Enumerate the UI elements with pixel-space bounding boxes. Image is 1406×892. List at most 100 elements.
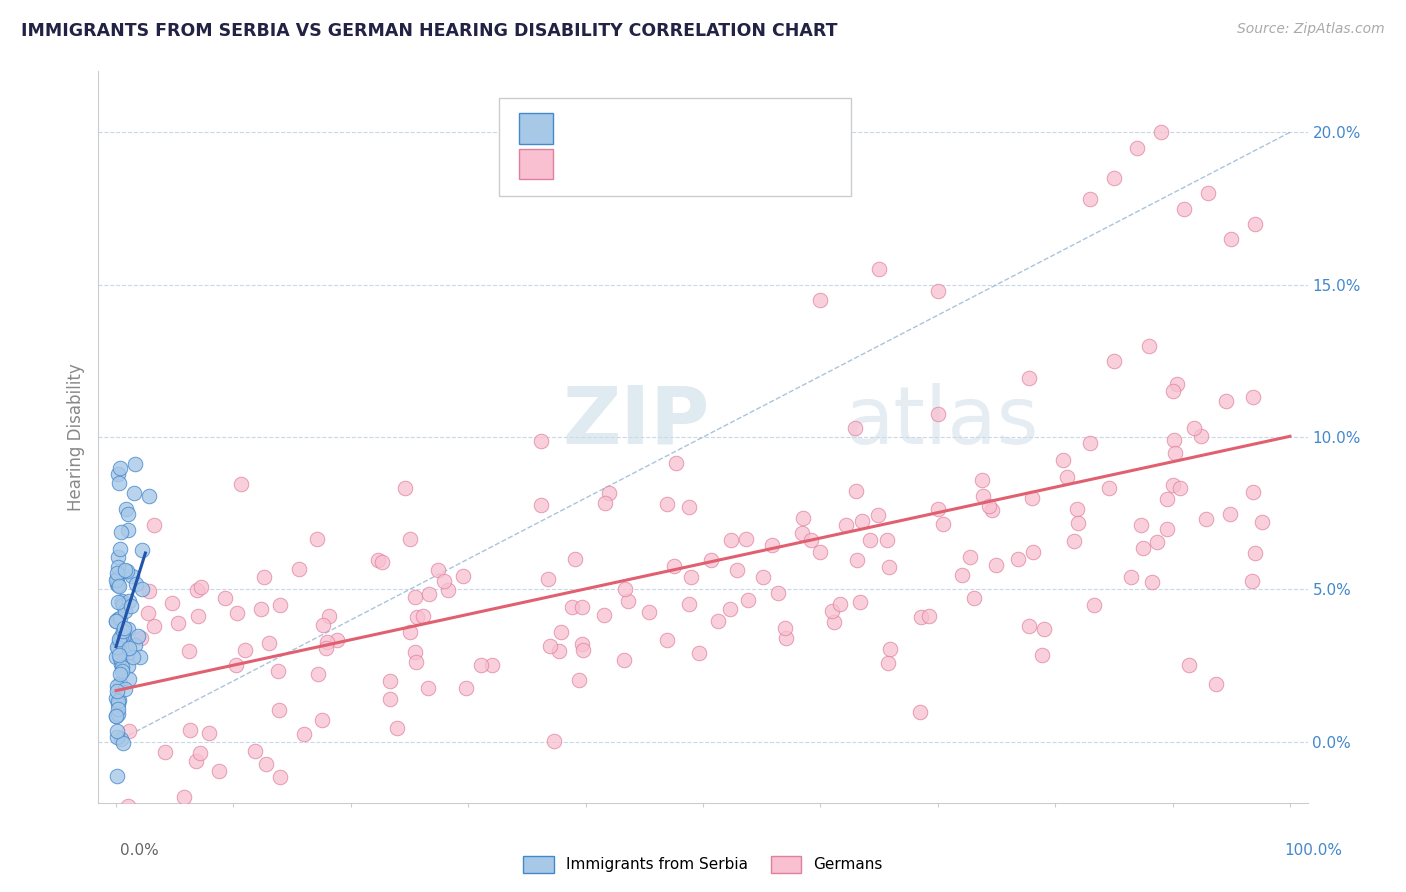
Point	[752, 570, 775, 584]
Point	[823, 615, 845, 630]
Point	[111, 665, 134, 679]
Point	[118, 641, 141, 656]
Point	[950, 567, 973, 582]
Point	[1018, 619, 1040, 633]
Point	[835, 518, 858, 533]
Point	[981, 502, 1004, 516]
Point	[638, 605, 661, 619]
Point	[112, 598, 135, 612]
Point	[267, 665, 290, 679]
Point	[107, 694, 129, 708]
Point	[190, 581, 212, 595]
Point	[107, 560, 129, 574]
Point	[179, 723, 201, 738]
Point	[688, 646, 710, 660]
Point	[404, 645, 426, 659]
Point	[288, 562, 311, 576]
Point	[105, 649, 128, 664]
Point	[568, 673, 591, 687]
Point	[114, 604, 136, 618]
Point	[394, 481, 416, 495]
Point	[243, 744, 266, 758]
Point	[1166, 376, 1188, 391]
Point	[292, 727, 315, 741]
Point	[108, 632, 131, 647]
Point	[153, 745, 176, 759]
Point	[1140, 574, 1163, 589]
Point	[405, 655, 427, 669]
Point	[931, 517, 953, 532]
Point	[269, 598, 291, 612]
Point	[1146, 534, 1168, 549]
Point	[110, 629, 132, 643]
Point	[233, 643, 256, 657]
Point	[718, 602, 741, 616]
Point	[849, 595, 872, 609]
Point	[311, 713, 333, 727]
Point	[1173, 202, 1195, 216]
Point	[972, 473, 994, 487]
Point	[564, 552, 586, 566]
Point	[821, 604, 844, 618]
Point	[1132, 541, 1154, 555]
Point	[1063, 534, 1085, 549]
Point	[115, 501, 138, 516]
Point	[918, 609, 941, 624]
Point	[138, 489, 160, 503]
Point	[1163, 433, 1185, 447]
Point	[108, 692, 131, 706]
Point	[1066, 516, 1088, 530]
Point	[111, 660, 134, 674]
Point	[1194, 512, 1216, 526]
Point	[399, 532, 422, 546]
Point	[160, 596, 183, 610]
Point	[110, 732, 132, 747]
Point	[110, 657, 132, 672]
Point	[131, 543, 153, 558]
Point	[720, 533, 742, 547]
Point	[1031, 648, 1053, 663]
Point	[548, 644, 571, 658]
Point	[537, 573, 560, 587]
Point	[1243, 217, 1265, 231]
Text: R = 0.232   N =  79: R = 0.232 N = 79	[565, 117, 742, 135]
Point	[105, 679, 128, 693]
Point	[108, 611, 131, 625]
Point	[416, 681, 439, 696]
Point	[177, 644, 200, 658]
Point	[571, 637, 593, 651]
Point	[1130, 518, 1153, 533]
Point	[737, 592, 759, 607]
Point	[1251, 515, 1274, 529]
Point	[121, 569, 143, 583]
Point	[700, 552, 723, 566]
Point	[112, 629, 135, 643]
Point	[118, 594, 141, 608]
Point	[406, 610, 429, 624]
Point	[108, 675, 131, 690]
Point	[1243, 546, 1265, 560]
Point	[773, 621, 796, 635]
Point	[269, 703, 291, 717]
Point	[142, 517, 165, 532]
Point	[371, 555, 394, 569]
Point	[561, 599, 583, 614]
Point	[269, 770, 291, 784]
Point	[124, 458, 146, 472]
Point	[453, 569, 475, 583]
Point	[120, 599, 142, 613]
Point	[250, 602, 273, 616]
Point	[105, 709, 128, 723]
Point	[959, 549, 981, 564]
Point	[111, 596, 134, 610]
Point	[107, 697, 129, 711]
Point	[108, 475, 131, 490]
Point	[125, 577, 148, 591]
Legend: Immigrants from Serbia, Germans: Immigrants from Serbia, Germans	[517, 849, 889, 880]
Point	[1083, 598, 1105, 612]
Point	[117, 623, 139, 637]
Point	[1219, 507, 1241, 521]
Point	[613, 653, 636, 667]
Point	[529, 434, 551, 448]
Point	[792, 511, 814, 525]
